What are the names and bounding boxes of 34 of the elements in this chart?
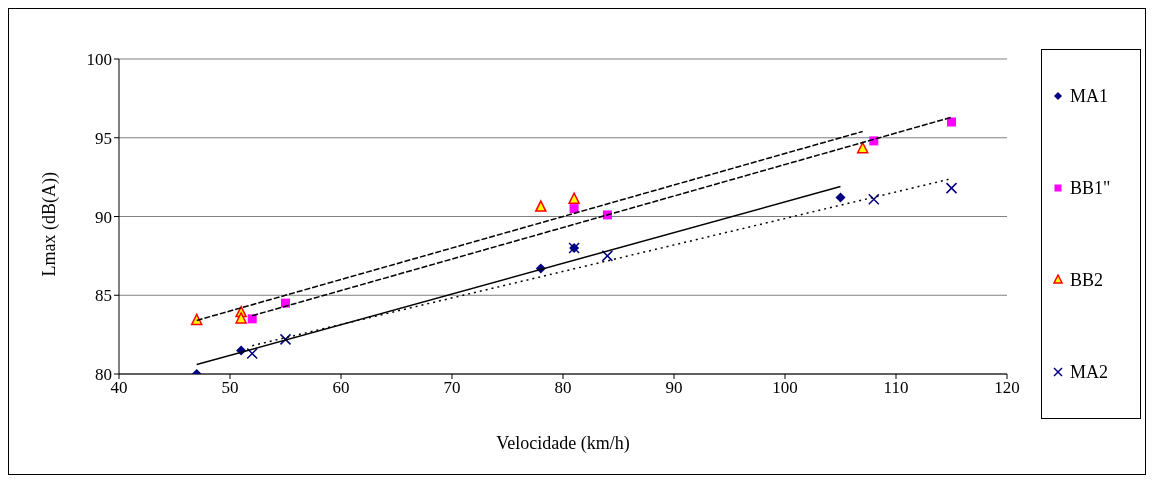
point xyxy=(535,200,547,212)
y-tick-label: 100 xyxy=(86,50,112,70)
x-tick-label: 110 xyxy=(883,378,909,398)
point xyxy=(190,313,203,326)
legend-label: MA2 xyxy=(1070,361,1109,383)
point xyxy=(246,347,258,360)
point xyxy=(947,117,956,127)
x-tick-label: 100 xyxy=(772,378,798,398)
x-tick-label: 40 xyxy=(110,378,128,398)
x-tick-label: 120 xyxy=(994,378,1020,398)
point xyxy=(279,333,292,346)
point xyxy=(235,312,247,324)
y-tick-label: 85 xyxy=(95,286,112,306)
x-tick-label: 80 xyxy=(554,378,572,398)
y-axis-title: Lmax (dB(A)) xyxy=(39,172,61,277)
x-tick-label: 70 xyxy=(443,378,461,398)
x-axis-title: Velocidade (km/h) xyxy=(496,433,630,454)
y-tick-label: 90 xyxy=(95,207,112,227)
point xyxy=(856,142,869,154)
point xyxy=(835,192,846,203)
legend-label: BB1" xyxy=(1070,177,1111,199)
point xyxy=(601,250,614,262)
point xyxy=(868,193,880,205)
point xyxy=(247,314,257,324)
x-tick-label: 60 xyxy=(332,378,350,398)
y-tick-label: 95 xyxy=(95,128,112,148)
point xyxy=(569,204,579,214)
point xyxy=(568,192,580,204)
x-tick-label: 50 xyxy=(221,378,239,398)
legend-label: MA1 xyxy=(1070,85,1109,107)
point xyxy=(945,182,958,194)
y-tick-label: 80 xyxy=(95,365,112,385)
x-tick-label: 90 xyxy=(665,378,683,398)
legend-label: BB2 xyxy=(1070,269,1104,291)
